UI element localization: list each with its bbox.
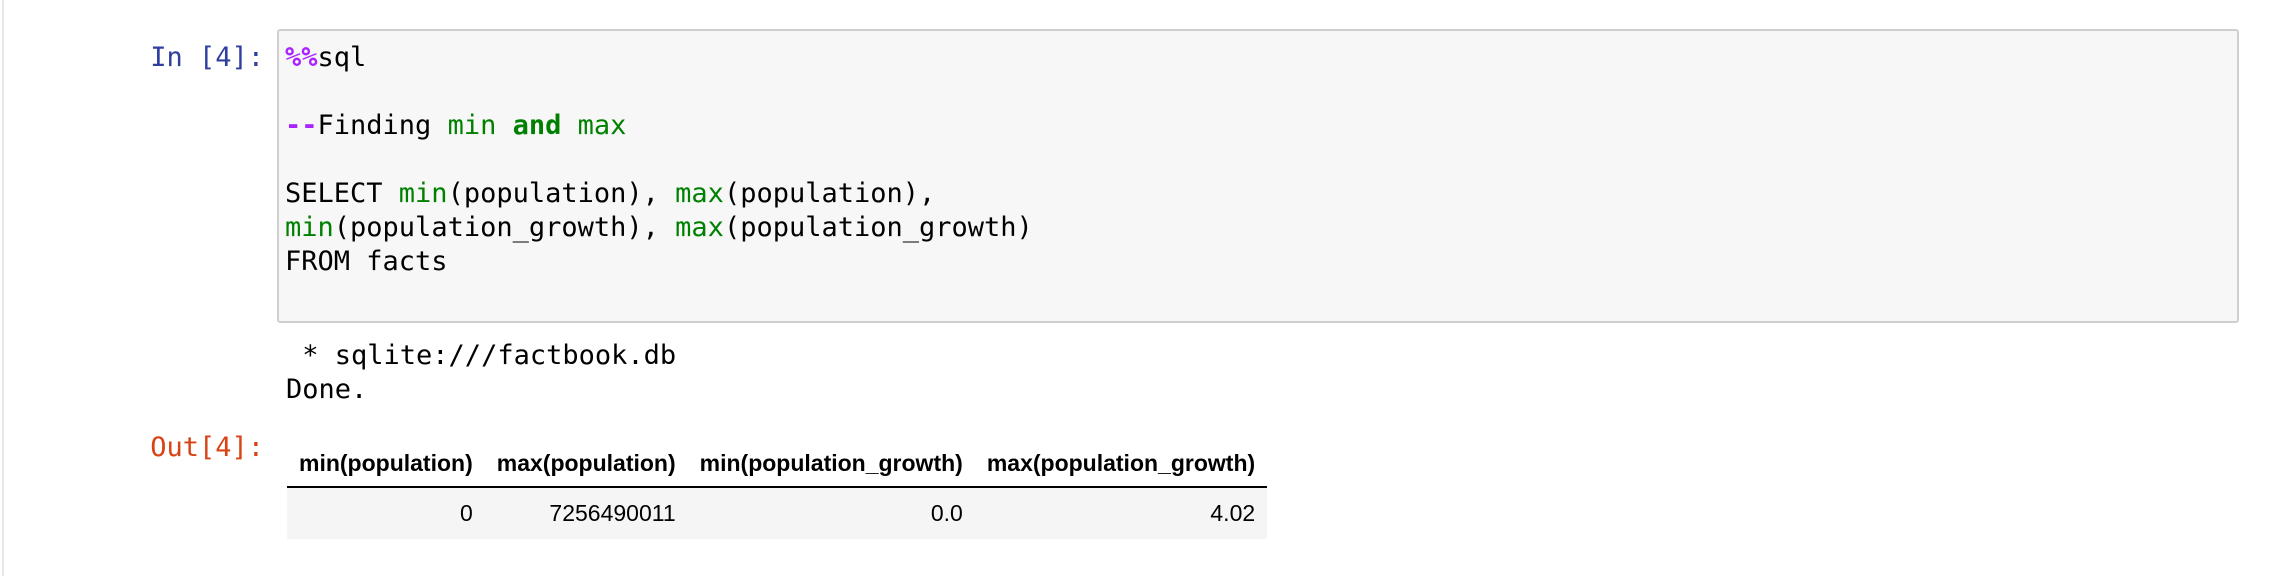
- code-token: and: [512, 110, 562, 141]
- code-token: max: [675, 178, 724, 209]
- code-token: (population_growth): [723, 212, 1033, 243]
- code-token: max: [675, 212, 724, 243]
- code-token: FROM facts: [285, 246, 448, 277]
- code-line: min(population_growth), max(population_g…: [285, 211, 1033, 245]
- code-token: min: [285, 212, 334, 243]
- stream-line: * sqlite:///factbook.db: [286, 340, 677, 371]
- input-prompt: In [4]:: [150, 42, 264, 73]
- cell-edge: [2, 0, 4, 576]
- column-header: min(population_growth): [687, 440, 975, 488]
- code-line: [285, 143, 1033, 177]
- code-line: FROM facts: [285, 245, 1033, 279]
- header-row: min(population) max(population) min(popula…: [287, 440, 1268, 488]
- column-header: min(population): [287, 440, 485, 488]
- output-prompt: Out[4]:: [150, 432, 264, 463]
- code-token: (population),: [447, 178, 676, 209]
- code-token: %%: [285, 42, 318, 73]
- code-line: %%sql: [285, 41, 1033, 75]
- table-body: 0 7256490011 0.0 4.02: [287, 487, 1268, 539]
- table-cell: 0: [287, 487, 485, 539]
- code-token: min: [398, 178, 448, 209]
- table-cell: 7256490011: [484, 487, 688, 539]
- code-token: SELECT: [285, 178, 399, 209]
- code-token: (population_growth),: [333, 212, 676, 243]
- stream-output: * sqlite:///factbook.db Done.: [286, 339, 676, 407]
- stream-line: Done.: [286, 374, 368, 405]
- column-header: max(population_growth): [974, 440, 1268, 488]
- code-line: SELECT min(population), max(population),: [285, 177, 1033, 211]
- code-token: min: [447, 110, 497, 141]
- table-cell: 4.02: [974, 487, 1268, 539]
- code-token: [496, 110, 512, 141]
- code-token: sql: [317, 42, 367, 73]
- code-token: max: [577, 110, 627, 141]
- code-token: (population),: [723, 178, 936, 209]
- table-row: 0 7256490011 0.0 4.02: [287, 487, 1268, 539]
- table-cell: 0.0: [687, 487, 975, 539]
- code-line: --Finding min and max: [285, 109, 1033, 143]
- code: %%sql --Finding min and max SELECT min(pop…: [285, 41, 1033, 279]
- code-token: --: [285, 110, 318, 141]
- code-token: Finding: [317, 110, 448, 141]
- column-header: max(population): [484, 440, 688, 488]
- code-line: [285, 75, 1033, 109]
- output-table: min(population) max(population) min(popula…: [287, 440, 1268, 539]
- code-editor[interactable]: [277, 29, 2239, 323]
- code-token: [561, 110, 577, 141]
